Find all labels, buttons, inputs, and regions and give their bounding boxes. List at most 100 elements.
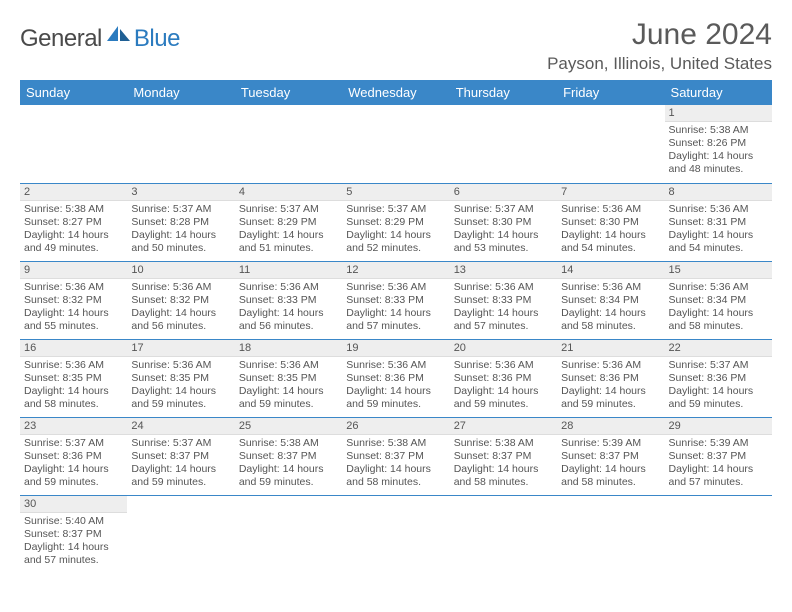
day-detail-line: Daylight: 14 hours: [239, 229, 338, 242]
logo-text-blue: Blue: [134, 25, 180, 53]
day-details: Sunrise: 5:36 AMSunset: 8:34 PMDaylight:…: [557, 279, 664, 338]
day-number: 14: [557, 262, 664, 279]
day-detail-line: Daylight: 14 hours: [561, 229, 660, 242]
day-detail-line: Sunrise: 5:36 AM: [24, 359, 123, 372]
day-detail-line: Sunrise: 5:36 AM: [24, 281, 123, 294]
day-detail-line: Sunset: 8:29 PM: [346, 216, 445, 229]
day-details: Sunrise: 5:37 AMSunset: 8:37 PMDaylight:…: [127, 435, 234, 494]
day-details: Sunrise: 5:36 AMSunset: 8:35 PMDaylight:…: [127, 357, 234, 416]
day-number: 5: [342, 184, 449, 201]
day-detail-line: Sunrise: 5:37 AM: [131, 437, 230, 450]
day-details: Sunrise: 5:36 AMSunset: 8:36 PMDaylight:…: [342, 357, 449, 416]
day-detail-line: Daylight: 14 hours: [346, 307, 445, 320]
day-detail-line: Sunset: 8:27 PM: [24, 216, 123, 229]
day-detail-line: and 58 minutes.: [669, 320, 768, 333]
day-details: Sunrise: 5:40 AMSunset: 8:37 PMDaylight:…: [20, 513, 127, 572]
weekday-header: Wednesday: [342, 80, 449, 105]
day-details: Sunrise: 5:36 AMSunset: 8:36 PMDaylight:…: [450, 357, 557, 416]
day-number: 26: [342, 418, 449, 435]
calendar-day-cell: 29Sunrise: 5:39 AMSunset: 8:37 PMDayligh…: [665, 417, 772, 495]
calendar-week-row: 16Sunrise: 5:36 AMSunset: 8:35 PMDayligh…: [20, 339, 772, 417]
day-detail-line: Sunrise: 5:38 AM: [454, 437, 553, 450]
day-number: 20: [450, 340, 557, 357]
weekday-header: Tuesday: [235, 80, 342, 105]
day-detail-line: Sunset: 8:37 PM: [561, 450, 660, 463]
day-detail-line: Sunrise: 5:37 AM: [239, 203, 338, 216]
calendar-day-cell: [342, 105, 449, 183]
calendar-day-cell: [235, 495, 342, 573]
day-number: 12: [342, 262, 449, 279]
day-details: Sunrise: 5:36 AMSunset: 8:33 PMDaylight:…: [342, 279, 449, 338]
logo-text-dark: General: [20, 25, 102, 53]
day-detail-line: Sunset: 8:29 PM: [239, 216, 338, 229]
calendar-table: Sunday Monday Tuesday Wednesday Thursday…: [20, 80, 772, 573]
day-detail-line: Sunrise: 5:37 AM: [24, 437, 123, 450]
calendar-day-cell: 1Sunrise: 5:38 AMSunset: 8:26 PMDaylight…: [665, 105, 772, 183]
day-detail-line: Sunset: 8:37 PM: [24, 528, 123, 541]
day-detail-line: Sunrise: 5:36 AM: [561, 281, 660, 294]
calendar-week-row: 30Sunrise: 5:40 AMSunset: 8:37 PMDayligh…: [20, 495, 772, 573]
calendar-day-cell: 26Sunrise: 5:38 AMSunset: 8:37 PMDayligh…: [342, 417, 449, 495]
day-detail-line: Daylight: 14 hours: [24, 463, 123, 476]
calendar-day-cell: 12Sunrise: 5:36 AMSunset: 8:33 PMDayligh…: [342, 261, 449, 339]
weekday-header: Monday: [127, 80, 234, 105]
weekday-header: Thursday: [450, 80, 557, 105]
day-detail-line: and 58 minutes.: [24, 398, 123, 411]
day-detail-line: and 57 minutes.: [454, 320, 553, 333]
day-detail-line: Daylight: 14 hours: [24, 385, 123, 398]
day-number: 7: [557, 184, 664, 201]
calendar-day-cell: 19Sunrise: 5:36 AMSunset: 8:36 PMDayligh…: [342, 339, 449, 417]
day-detail-line: Sunset: 8:32 PM: [131, 294, 230, 307]
calendar-day-cell: 2Sunrise: 5:38 AMSunset: 8:27 PMDaylight…: [20, 183, 127, 261]
day-detail-line: Sunrise: 5:37 AM: [454, 203, 553, 216]
day-detail-line: and 57 minutes.: [346, 320, 445, 333]
day-detail-line: Sunrise: 5:36 AM: [669, 203, 768, 216]
day-detail-line: and 54 minutes.: [561, 242, 660, 255]
calendar-day-cell: 20Sunrise: 5:36 AMSunset: 8:36 PMDayligh…: [450, 339, 557, 417]
day-detail-line: Sunrise: 5:39 AM: [561, 437, 660, 450]
day-detail-line: Daylight: 14 hours: [454, 307, 553, 320]
day-detail-line: and 49 minutes.: [24, 242, 123, 255]
day-details: Sunrise: 5:38 AMSunset: 8:37 PMDaylight:…: [342, 435, 449, 494]
day-detail-line: Sunrise: 5:36 AM: [346, 359, 445, 372]
calendar-day-cell: [557, 495, 664, 573]
day-number: 9: [20, 262, 127, 279]
day-detail-line: Sunset: 8:35 PM: [131, 372, 230, 385]
day-detail-line: Sunset: 8:32 PM: [24, 294, 123, 307]
day-detail-line: and 57 minutes.: [24, 554, 123, 567]
day-detail-line: and 56 minutes.: [239, 320, 338, 333]
day-details: Sunrise: 5:37 AMSunset: 8:28 PMDaylight:…: [127, 201, 234, 260]
calendar-day-cell: 22Sunrise: 5:37 AMSunset: 8:36 PMDayligh…: [665, 339, 772, 417]
calendar-day-cell: 27Sunrise: 5:38 AMSunset: 8:37 PMDayligh…: [450, 417, 557, 495]
day-detail-line: Sunset: 8:26 PM: [669, 137, 768, 150]
day-detail-line: Sunset: 8:36 PM: [561, 372, 660, 385]
day-number: 18: [235, 340, 342, 357]
calendar-day-cell: 3Sunrise: 5:37 AMSunset: 8:28 PMDaylight…: [127, 183, 234, 261]
day-details: Sunrise: 5:36 AMSunset: 8:35 PMDaylight:…: [235, 357, 342, 416]
day-details: Sunrise: 5:36 AMSunset: 8:30 PMDaylight:…: [557, 201, 664, 260]
calendar-week-row: 23Sunrise: 5:37 AMSunset: 8:36 PMDayligh…: [20, 417, 772, 495]
day-detail-line: Sunrise: 5:36 AM: [669, 281, 768, 294]
calendar-day-cell: 14Sunrise: 5:36 AMSunset: 8:34 PMDayligh…: [557, 261, 664, 339]
day-detail-line: Daylight: 14 hours: [561, 385, 660, 398]
day-detail-line: Sunset: 8:37 PM: [131, 450, 230, 463]
day-detail-line: and 59 minutes.: [669, 398, 768, 411]
calendar-day-cell: 6Sunrise: 5:37 AMSunset: 8:30 PMDaylight…: [450, 183, 557, 261]
day-number: 29: [665, 418, 772, 435]
day-detail-line: Daylight: 14 hours: [24, 541, 123, 554]
day-detail-line: Sunset: 8:36 PM: [24, 450, 123, 463]
calendar-day-cell: 15Sunrise: 5:36 AMSunset: 8:34 PMDayligh…: [665, 261, 772, 339]
day-detail-line: Sunrise: 5:36 AM: [131, 281, 230, 294]
day-detail-line: Sunrise: 5:36 AM: [239, 281, 338, 294]
day-detail-line: Sunrise: 5:37 AM: [346, 203, 445, 216]
day-number: 16: [20, 340, 127, 357]
day-number: 11: [235, 262, 342, 279]
day-details: Sunrise: 5:38 AMSunset: 8:26 PMDaylight:…: [665, 122, 772, 181]
day-details: Sunrise: 5:39 AMSunset: 8:37 PMDaylight:…: [665, 435, 772, 494]
month-title: June 2024: [547, 18, 772, 52]
day-detail-line: Daylight: 14 hours: [131, 463, 230, 476]
day-detail-line: Daylight: 14 hours: [561, 463, 660, 476]
calendar-day-cell: [20, 105, 127, 183]
day-detail-line: and 58 minutes.: [346, 476, 445, 489]
day-number: 25: [235, 418, 342, 435]
